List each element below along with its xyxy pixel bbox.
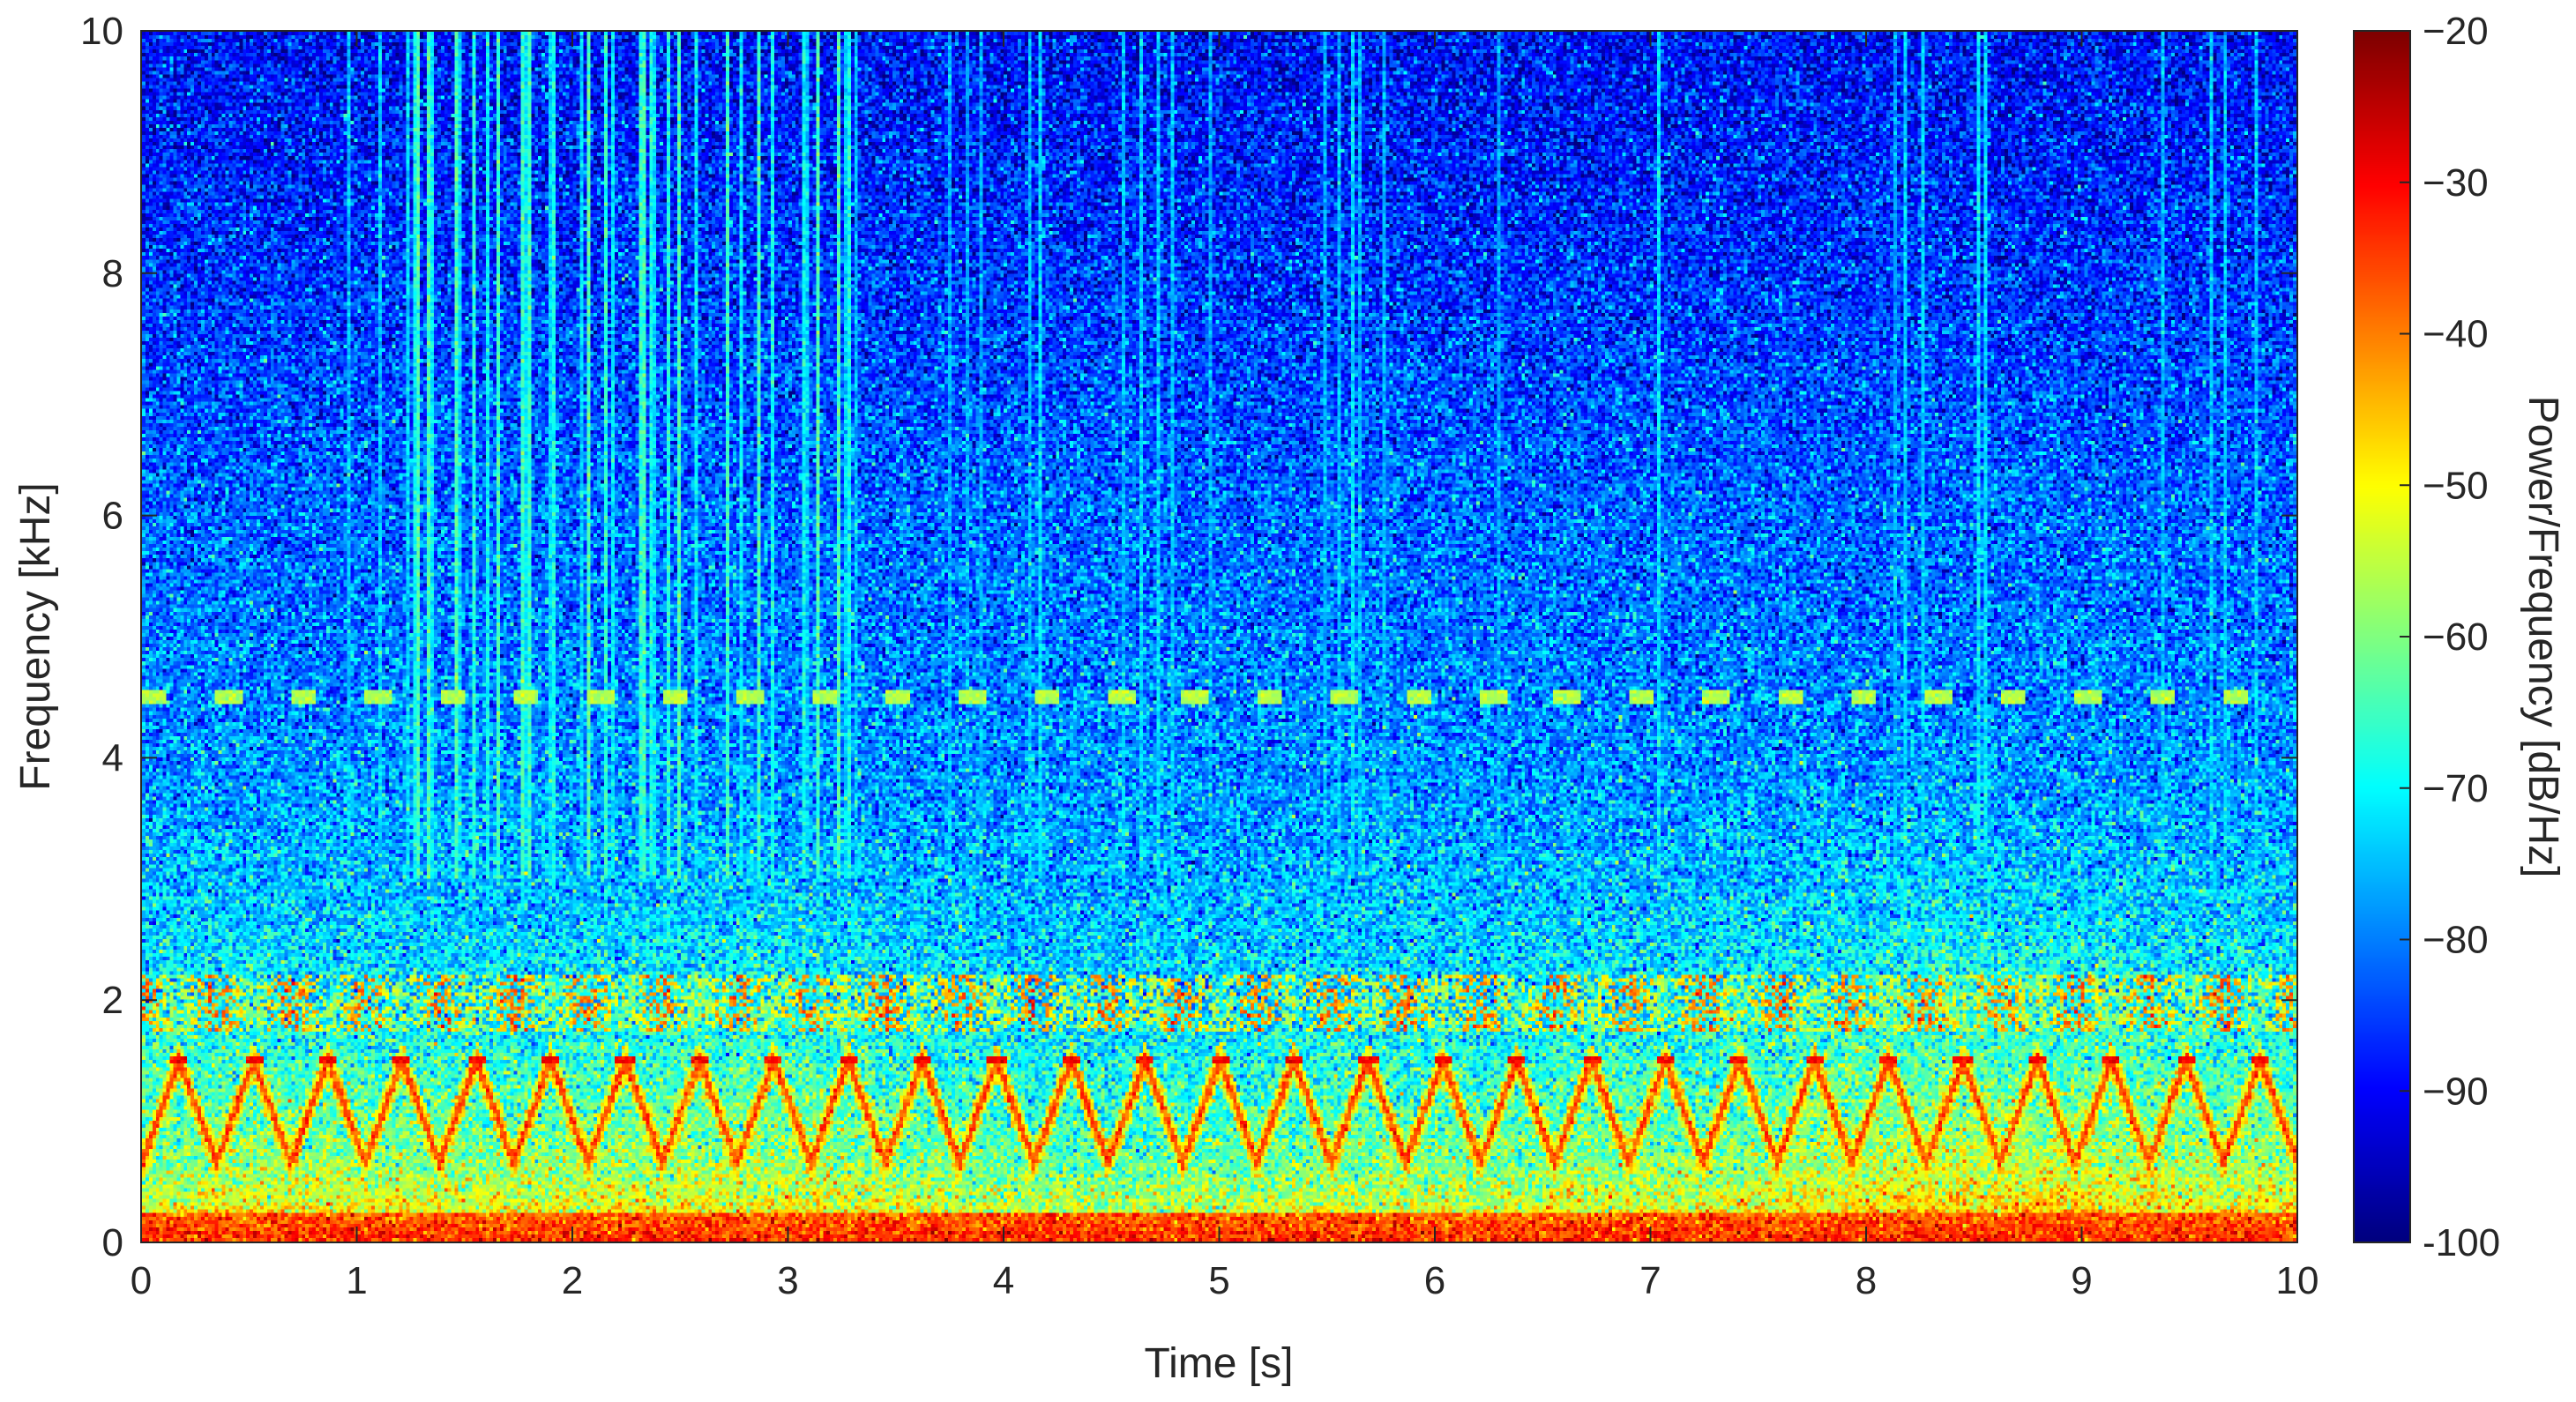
x-axis-label: Time [s]: [1145, 1340, 1294, 1387]
x-tick-label: 3: [777, 1259, 798, 1302]
colorbar-ticks: -100 −90 −80 −70 −60 −50 −40 −30 −20: [2400, 10, 2500, 1264]
y-tick-label: 8: [102, 252, 123, 295]
colorbar-tick-label: −50: [2423, 464, 2489, 507]
colorbar-label: Power/Frequency [dB/Hz]: [2520, 396, 2566, 878]
spectrogram-plot-area: [140, 30, 2298, 1243]
y-axis-label: Frequency [kHz]: [12, 482, 59, 790]
colorbar-tick-label: −40: [2423, 313, 2489, 356]
x-tick-label: 9: [2071, 1259, 2092, 1302]
x-tick-label: 6: [1424, 1259, 1445, 1302]
y-axis-ticks: 0 2 4 6 8 10: [80, 10, 2297, 1264]
x-tick-label: 2: [562, 1259, 583, 1302]
x-tick-label: 0: [131, 1259, 152, 1302]
colorbar-tick-label: −80: [2423, 919, 2489, 962]
x-tick-label: 4: [993, 1259, 1014, 1302]
colorbar-tick-label: −30: [2423, 161, 2489, 205]
y-tick-label: 10: [80, 10, 123, 53]
colorbar-tick-label: -100: [2423, 1221, 2500, 1264]
spectrogram-heatmap: [142, 32, 2296, 1242]
x-tick-label: 8: [1855, 1259, 1877, 1302]
x-tick-label: 5: [1208, 1259, 1229, 1302]
x-tick-label: 1: [346, 1259, 367, 1302]
x-tick-label: 7: [1639, 1259, 1661, 1302]
y-tick-label: 4: [102, 736, 123, 779]
colorbar-tick-label: −70: [2423, 767, 2489, 810]
colorbar-tick-label: −90: [2423, 1070, 2489, 1113]
y-tick-label: 2: [102, 979, 123, 1022]
y-tick-label: 6: [102, 495, 123, 538]
colorbar-tick-label: −20: [2423, 10, 2489, 53]
colorbar-tick-label: −60: [2423, 615, 2489, 659]
y-tick-label: 0: [102, 1221, 123, 1264]
x-axis-ticks: 0 1 2 3 4 5 6 7 8 9 10: [131, 31, 2319, 1302]
x-tick-label: 10: [2276, 1259, 2319, 1302]
